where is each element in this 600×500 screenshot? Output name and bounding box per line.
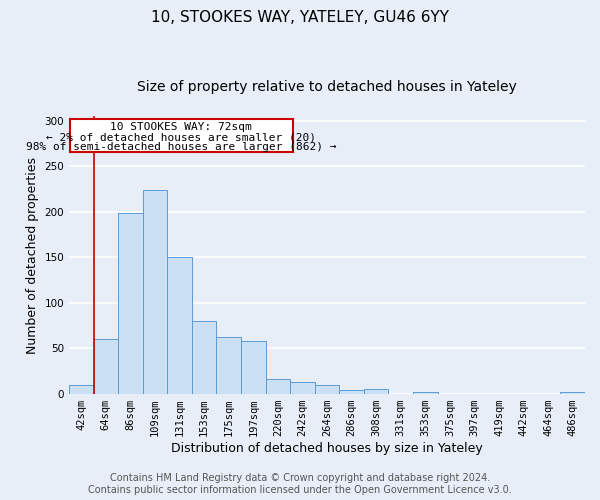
Text: 10, STOOKES WAY, YATELEY, GU46 6YY: 10, STOOKES WAY, YATELEY, GU46 6YY xyxy=(151,10,449,25)
Bar xyxy=(413,392,437,394)
Y-axis label: Number of detached properties: Number of detached properties xyxy=(26,156,39,354)
Text: 10 STOOKES WAY: 72sqm: 10 STOOKES WAY: 72sqm xyxy=(110,122,252,132)
Bar xyxy=(339,390,364,394)
Bar xyxy=(314,385,339,394)
Bar xyxy=(364,388,388,394)
Bar xyxy=(266,378,290,394)
X-axis label: Distribution of detached houses by size in Yateley: Distribution of detached houses by size … xyxy=(171,442,483,455)
Text: Contains HM Land Registry data © Crown copyright and database right 2024.
Contai: Contains HM Land Registry data © Crown c… xyxy=(88,474,512,495)
Bar xyxy=(118,212,143,394)
Title: Size of property relative to detached houses in Yateley: Size of property relative to detached ho… xyxy=(137,80,517,94)
Bar xyxy=(290,382,314,394)
Bar xyxy=(217,336,241,394)
Bar xyxy=(69,385,94,394)
Text: ← 2% of detached houses are smaller (20): ← 2% of detached houses are smaller (20) xyxy=(46,132,316,142)
Bar xyxy=(167,258,192,394)
FancyBboxPatch shape xyxy=(70,118,293,152)
Text: 98% of semi-detached houses are larger (862) →: 98% of semi-detached houses are larger (… xyxy=(26,142,337,152)
Bar xyxy=(192,321,217,394)
Bar xyxy=(560,392,585,394)
Bar xyxy=(241,341,266,394)
Bar xyxy=(143,190,167,394)
Bar xyxy=(94,340,118,394)
